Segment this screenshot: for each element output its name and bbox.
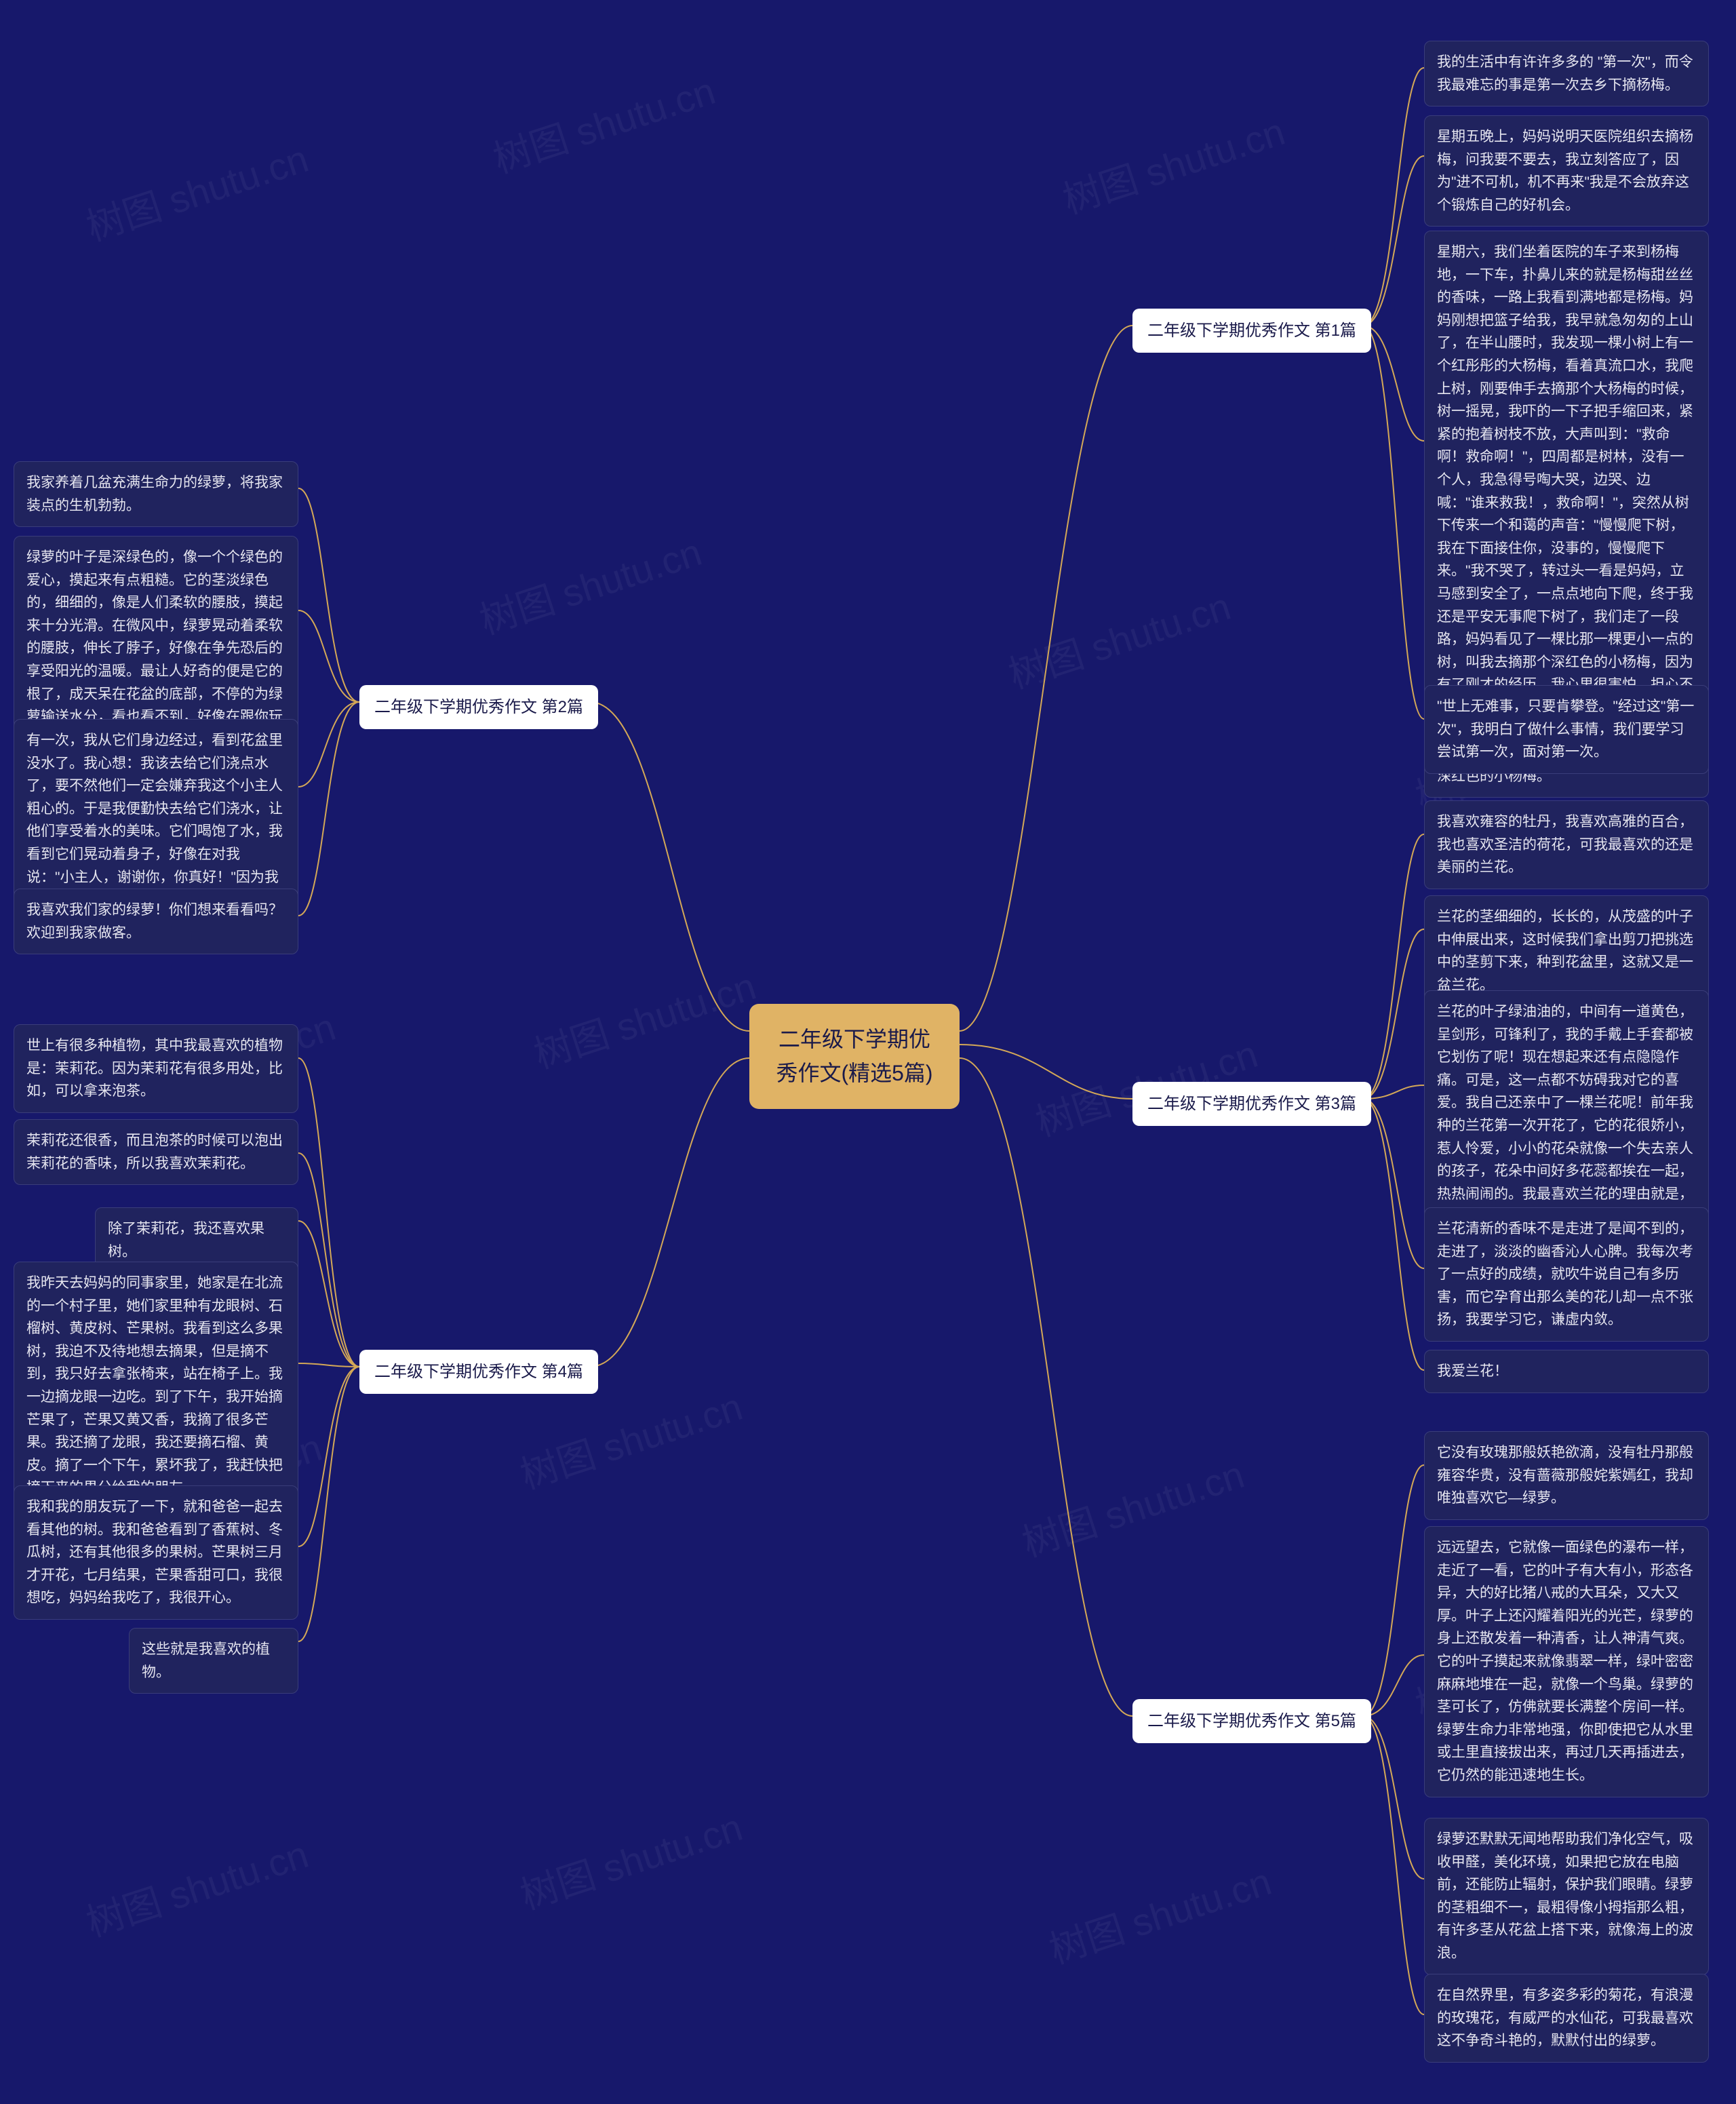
- leaf-node: 星期五晚上，妈妈说明天医院组织去摘杨梅，问我要不要去，我立刻答应了，因为"进不可…: [1424, 115, 1709, 227]
- leaf-node: 世上有很多种植物，其中我最喜欢的植物是：茉莉花。因为茉莉花有很多用处，比如，可以…: [14, 1024, 298, 1113]
- branch-node-3: 二年级下学期优秀作文 第3篇: [1132, 1082, 1371, 1126]
- leaf-node: 我爱兰花！: [1424, 1350, 1709, 1393]
- leaf-node: 我喜欢我们家的绿萝！你们想来看看吗？欢迎到我家做客。: [14, 889, 298, 954]
- watermark: 树图 shutu.cn: [1014, 1445, 1250, 1568]
- watermark: 树图 shutu.cn: [79, 1825, 315, 1948]
- leaf-node: 绿萝还默默无闻地帮助我们净化空气，吸收甲醛，美化环境，如果把它放在电脑前，还能防…: [1424, 1818, 1709, 1975]
- leaf-node: 它没有玫瑰那般妖艳欲滴，没有牡丹那般雍容华贵，没有蔷薇那般姹紫嫣红，我却唯独喜欢…: [1424, 1431, 1709, 1520]
- watermark: 树图 shutu.cn: [1042, 1852, 1278, 1975]
- watermark: 树图 shutu.cn: [1001, 577, 1237, 700]
- watermark: 树图 shutu.cn: [472, 522, 708, 646]
- watermark: 树图 shutu.cn: [513, 1377, 749, 1500]
- leaf-node: 我昨天去妈妈的同事家里，她家是在北流的一个村子里，她们家里种有龙眼树、石榴树、黄…: [14, 1262, 298, 1510]
- branch-node-5: 二年级下学期优秀作文 第5篇: [1132, 1699, 1371, 1743]
- leaf-node: 我和我的朋友玩了一下，就和爸爸一起去看其他的树。我和爸爸看到了香蕉树、冬瓜树，还…: [14, 1485, 298, 1620]
- branch-node-2: 二年级下学期优秀作文 第2篇: [359, 685, 598, 729]
- branch-node-4: 二年级下学期优秀作文 第4篇: [359, 1350, 598, 1394]
- center-node: 二年级下学期优秀作文(精选5篇): [749, 1004, 960, 1109]
- watermark: 树图 shutu.cn: [486, 61, 722, 184]
- leaf-node: 兰花的叶子绿油油的，中间有一道黄色，呈剑形，可锋利了，我的手戴上手套都被它划伤了…: [1424, 990, 1709, 1239]
- leaf-node: 我的生活中有许许多多的 "第一次"，而令我最难忘的事是第一次去乡下摘杨梅。: [1424, 41, 1709, 106]
- leaf-node: 这些就是我喜欢的植物。: [129, 1628, 298, 1694]
- leaf-node: 远远望去，它就像一面绿色的瀑布一样，走近了一看，它的叶子有大有小，形态各异，大的…: [1424, 1526, 1709, 1797]
- watermark: 树图 shutu.cn: [79, 129, 315, 252]
- watermark: 树图 shutu.cn: [1055, 102, 1291, 225]
- branch-node-1: 二年级下学期优秀作文 第1篇: [1132, 309, 1371, 353]
- leaf-node: 茉莉花还很香，而且泡茶的时候可以泡出茉莉花的香味，所以我喜欢茉莉花。: [14, 1119, 298, 1185]
- watermark: 树图 shutu.cn: [526, 956, 762, 1080]
- leaf-node: 我家养着几盆充满生命力的绿萝，将我家装点的生机勃勃。: [14, 461, 298, 527]
- leaf-node: 在自然界里，有多姿多彩的菊花，有浪漫的玫瑰花，有威严的水仙花，可我最喜欢这不争奇…: [1424, 1974, 1709, 2063]
- leaf-node: "世上无难事，只要肯攀登。"经过这"第一次"，我明白了做什么事情，我们要学习尝试…: [1424, 685, 1709, 774]
- watermark: 树图 shutu.cn: [513, 1797, 749, 1921]
- leaf-node: 兰花清新的香味不是走进了是闻不到的，走进了，淡淡的幽香沁人心脾。我每次考了一点好…: [1424, 1207, 1709, 1342]
- leaf-node: 我喜欢雍容的牡丹，我喜欢高雅的百合，我也喜欢圣洁的荷花，可我最喜欢的还是美丽的兰…: [1424, 800, 1709, 889]
